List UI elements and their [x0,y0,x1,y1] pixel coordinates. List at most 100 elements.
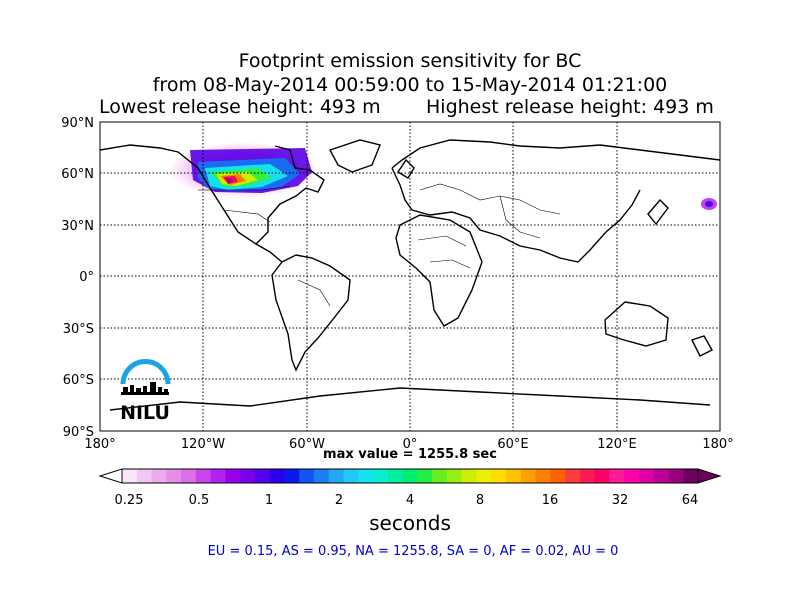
colorbar-segment [638,469,655,483]
border-south-america [297,279,331,307]
colorbar-segment [358,469,374,483]
border-africa-1 [417,235,467,247]
border-us-canada [198,185,291,191]
border-africa-2 [429,259,471,269]
nilu-logo: NILU [120,359,171,424]
colorbar-segment [624,469,640,483]
colorbar-tick-label: 0.25 [115,493,144,508]
coast-eurasia-south [391,167,641,263]
plot-title-line-2: from 08-May-2014 00:59:00 to 15-May-2014… [152,74,668,96]
coast-japan [647,198,669,226]
colorbar-border [121,468,699,484]
colorbar-segments [122,469,699,483]
country-borders [198,183,561,307]
lat-label: 90°S [63,425,94,440]
colorbar-tick-label: 2 [335,493,343,508]
colorbar-segment [210,469,226,483]
colorbar-segment [299,469,315,483]
plume-pacific-core [705,201,713,207]
lon-label: 180° [702,437,733,452]
colorbar-segment [314,469,330,483]
coast-australia [604,301,669,347]
colorbar-segment [579,469,596,483]
lat-label: 0° [79,270,94,285]
coast-greenland [328,139,381,173]
coastlines [100,139,720,411]
lon-label: 60°E [497,437,528,452]
colorbar-segment [668,469,684,483]
logo-text: NILU [120,402,170,424]
colorbar-segment [446,469,463,483]
plot-title-line-1: Footprint emission sensitivity for BC [238,50,582,72]
colorbar-segment [328,469,345,483]
border-eurasia-2 [499,195,541,239]
map-grid [100,122,720,431]
colorbar-segment [565,469,581,483]
lon-label: 120°W [181,437,225,452]
max-value-label: max value = 1255.8 sec [323,447,497,462]
colorbar-segment [373,469,389,483]
map-border [99,121,721,432]
colorbar-segment [240,469,256,483]
colorbar-right-extend [697,468,722,484]
lon-label: 60°W [289,437,325,452]
lon-label: 120°E [597,437,637,452]
colorbar [98,468,722,484]
colorbar-left-extend [98,468,123,484]
colorbar-segment [550,469,566,483]
colorbar-tick-label: 1 [265,493,273,508]
colorbar-segment [151,469,167,483]
lat-label: 90°N [61,116,94,131]
colorbar-segment [195,469,212,483]
colorbar-segment [683,469,699,483]
colorbar-segment [432,469,448,483]
lat-label: 60°S [63,373,94,388]
border-us-mexico [223,209,271,223]
lat-label: 30°S [63,322,94,337]
colorbar-tick-label: 32 [612,493,629,508]
border-eurasia-1 [419,183,561,215]
colorbar-segment [225,469,241,483]
colorbar-segment [122,469,138,483]
colorbar-segment [166,469,182,483]
coast-africa [395,214,483,327]
logo-skyline-icon [121,382,169,395]
colorbar-segment [535,469,551,483]
colorbar-tick-label: 4 [406,493,414,508]
colorbar-segment [476,469,492,483]
coast-new-zealand [691,335,713,357]
footprint-sensitivity-field [100,122,720,431]
colorbar-segment [284,469,300,483]
lowest-release-height: Lowest release height: 493 m [99,96,381,118]
coast-north-america-west [100,144,283,263]
colorbar-tick-label: 64 [682,493,699,508]
colorbar-segment [417,469,433,483]
colorbar-segment [402,469,418,483]
colorbar-segment [269,469,285,483]
colorbar-tick-label: 8 [476,493,484,508]
colorbar-ticks: 0.25 0.5 1 2 4 8 16 32 64 [115,493,699,508]
colorbar-segment [387,469,404,483]
colorbar-segment [343,469,359,483]
coast-uk [397,158,415,179]
lon-label: 180° [84,437,115,452]
logo-arc-icon [120,359,171,385]
colorbar-tick-label: 16 [542,493,559,508]
colorbar-segment [506,469,522,483]
colorbar-segment [653,469,669,483]
highest-release-height: Highest release height: 493 m [426,96,714,118]
coast-south-america [271,254,351,372]
longitude-labels: 180° 120°W 60°W 0° 60°E 120°E 180° [84,437,733,452]
lon-label: 0° [403,437,418,452]
colorbar-tick-label: 0.5 [189,493,210,508]
colorbar-segment [594,469,610,483]
coast-eurasia-north [391,139,720,169]
colorbar-segment [520,469,537,483]
latitude-labels: 90°N 60°N 30°N 0° 30°S 60°S 90°S [61,116,94,440]
plume-max [226,178,233,183]
colorbar-segment [254,469,271,483]
colorbar-segment [491,469,507,483]
colorbar-segment [609,469,625,483]
lat-label: 60°N [61,167,94,182]
lat-label: 30°N [61,219,94,234]
